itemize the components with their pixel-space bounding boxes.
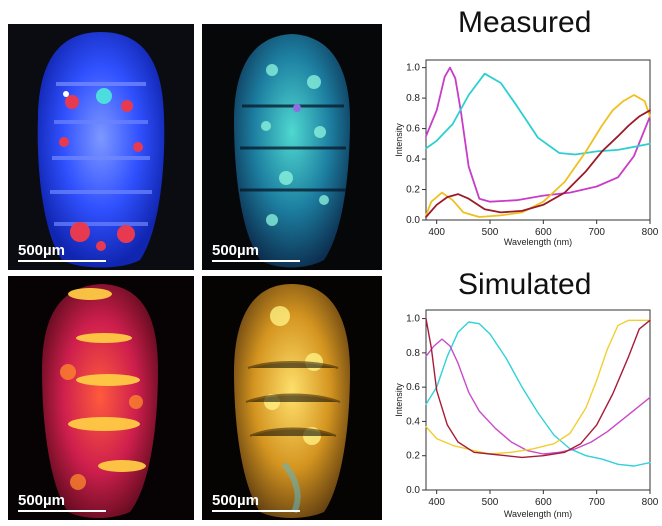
micrograph-panel-bottom-right: 500µm <box>202 276 382 520</box>
y-axis-label: Intensity <box>394 383 404 417</box>
scale-bar: 500µm <box>18 243 106 262</box>
scale-bar-line <box>18 260 106 262</box>
measured-title: Measured <box>458 6 592 39</box>
y-tick-label: 0.0 <box>406 485 420 496</box>
scale-bar-label: 500µm <box>18 492 66 509</box>
y-tick-label: 0.8 <box>406 348 420 359</box>
x-tick-label: 500 <box>482 227 499 238</box>
scale-bar: 500µm <box>18 493 106 512</box>
plot-frame <box>425 59 651 221</box>
micrograph-panel-top-right: 500µm <box>202 24 382 270</box>
x-tick-label: 500 <box>482 497 499 508</box>
y-tick-label: 0.6 <box>406 382 420 393</box>
series-line-3 <box>425 94 651 218</box>
y-tick-label: 1.0 <box>406 63 420 74</box>
x-tick-label: 600 <box>535 227 552 238</box>
larva-image-cyan <box>202 24 382 270</box>
series-line-3 <box>425 319 651 455</box>
y-tick-label: 0.2 <box>406 451 420 462</box>
simulated-title: Simulated <box>458 268 592 301</box>
series-line-2 <box>425 72 651 156</box>
series-line-2 <box>425 338 651 455</box>
x-tick-label: 800 <box>642 497 659 508</box>
micrograph-panel-bottom-left: 500µm <box>8 276 194 520</box>
larva-image-blue <box>8 24 194 270</box>
x-tick-label: 800 <box>642 227 659 238</box>
y-tick-label: 1.0 <box>406 314 420 325</box>
x-tick-label: 700 <box>588 227 605 238</box>
x-axis-label: Wavelength (nm) <box>504 509 572 519</box>
scale-bar-label: 500µm <box>212 492 260 509</box>
y-tick-label: 0.0 <box>406 215 420 226</box>
scale-bar-label: 500µm <box>212 242 260 259</box>
y-tick-label: 0.2 <box>406 185 420 196</box>
y-tick-label: 0.4 <box>406 154 420 165</box>
simulated-chart: 400 500 600 700 800 0.0 0.2 0.4 0.6 0.8 1.0 Wavelen… <box>392 306 659 520</box>
larva-image-red <box>8 276 194 520</box>
scale-bar: 500µm <box>212 493 300 512</box>
scale-bar-line <box>212 510 300 512</box>
x-tick-label: 600 <box>535 497 552 508</box>
x-axis-label: Wavelength (nm) <box>504 237 572 247</box>
y-tick-label: 0.6 <box>406 124 420 135</box>
series-line-4 <box>425 317 651 459</box>
simulated-chart-svg: 400 500 600 700 800 0.0 0.2 0.4 0.6 0.8 1.0 Wavelen… <box>394 309 659 519</box>
micrograph-panel-top-left: 500µm <box>8 24 194 270</box>
scale-bar-label: 500µm <box>18 242 66 259</box>
series-line-4 <box>425 109 651 218</box>
x-tick-label: 400 <box>428 227 445 238</box>
y-tick-label: 0.4 <box>406 416 420 427</box>
measured-chart: 400 500 600 700 800 0.0 0.2 0.4 0.6 0.8 1.0 Wavelen… <box>392 56 659 248</box>
scale-bar-line <box>212 260 300 262</box>
plot-frame <box>425 309 651 491</box>
scale-bar-line <box>18 510 106 512</box>
measured-chart-svg: 400 500 600 700 800 0.0 0.2 0.4 0.6 0.8 1.0 Wavelen… <box>394 59 659 247</box>
series-line-1 <box>425 321 651 467</box>
y-tick-label: 0.8 <box>406 93 420 104</box>
series-line-1 <box>425 66 651 203</box>
x-tick-label: 400 <box>428 497 445 508</box>
x-tick-label: 700 <box>588 497 605 508</box>
larva-image-gold <box>202 276 382 520</box>
scale-bar: 500µm <box>212 243 300 262</box>
y-axis-label: Intensity <box>394 123 404 157</box>
